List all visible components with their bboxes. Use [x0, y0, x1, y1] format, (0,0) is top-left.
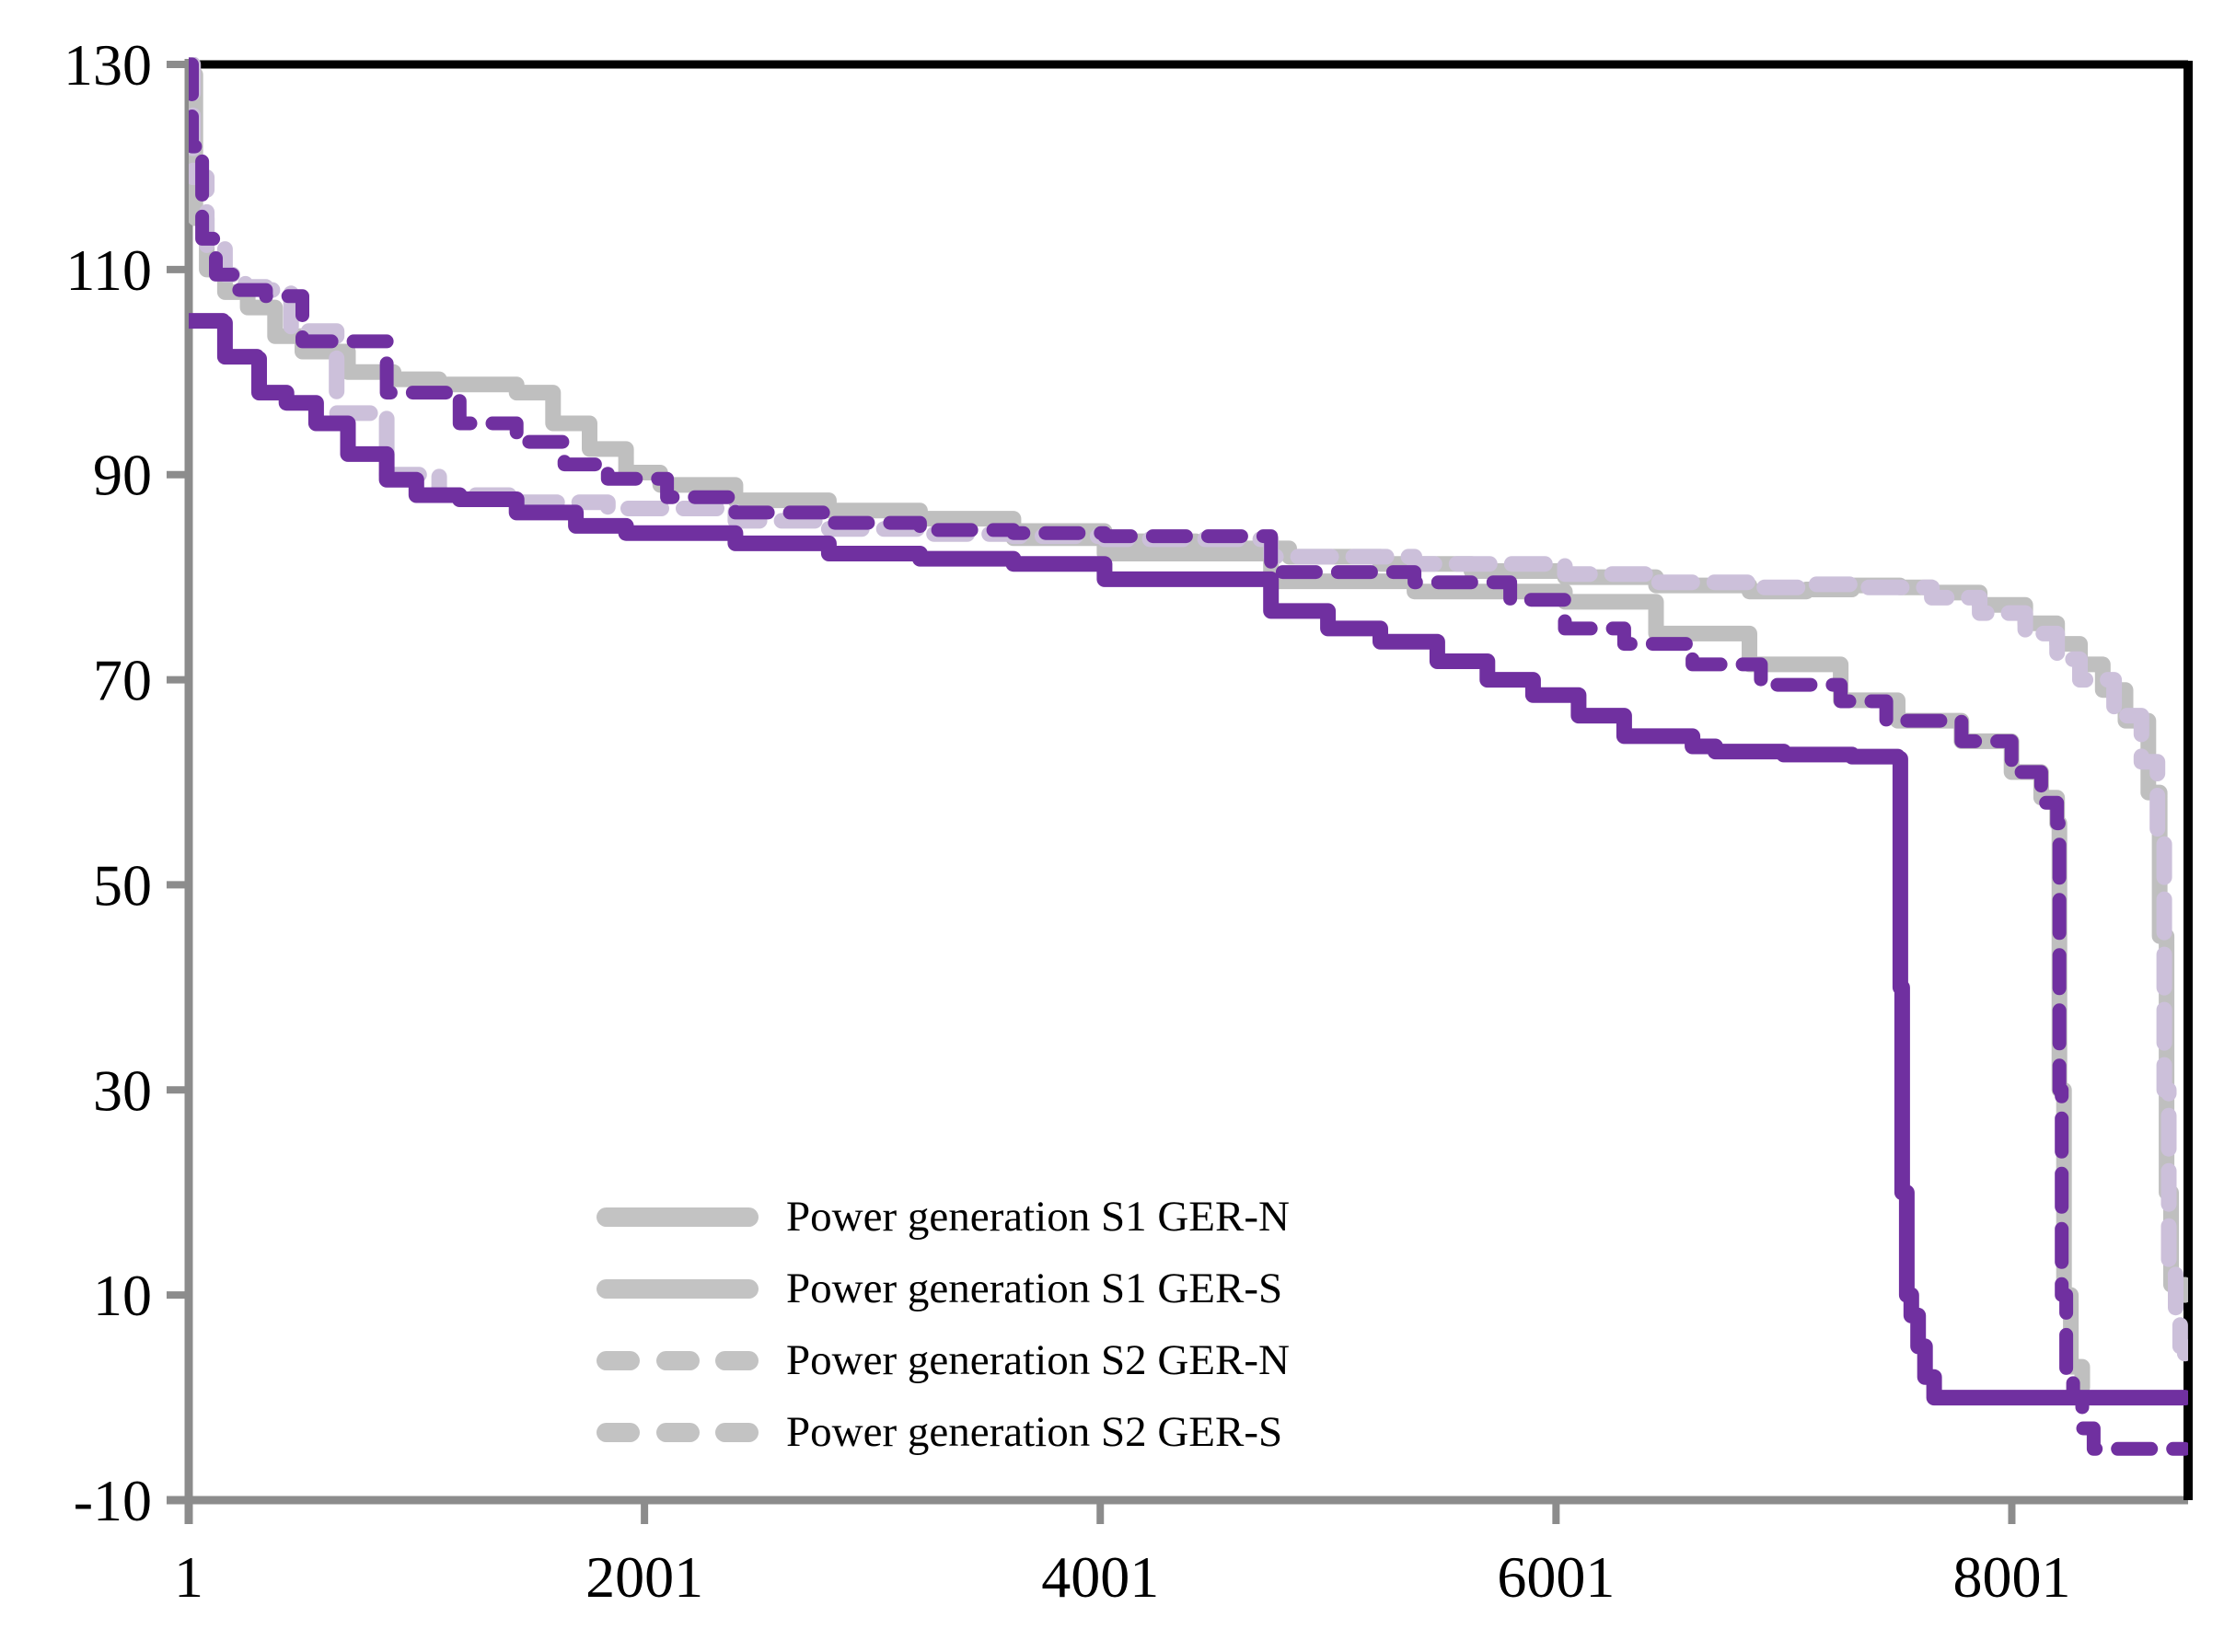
series-line-power-generation-s2-ger-s: [189, 57, 2188, 1456]
y-tick-label: 30: [93, 1057, 152, 1123]
x-tick-label: 2001: [585, 1544, 703, 1610]
legend-item-s2-ger-s: Power generation S2 GER-S: [597, 1396, 1290, 1468]
y-tick-label: 50: [93, 852, 152, 918]
legend-swatch-dashed-icon: [597, 1422, 759, 1442]
legend-label: Power generation S1 GER-S: [786, 1264, 1283, 1312]
series-line-power-generation-s2-ger-n: [189, 57, 2188, 1375]
legend-swatch-solid-icon: [597, 1207, 759, 1227]
y-tick-label: 110: [65, 237, 152, 303]
y-tick-label: 10: [93, 1263, 152, 1328]
x-tick-label: 1: [174, 1544, 203, 1610]
legend-item-s1-ger-n: Power generation S1 GER-N: [597, 1181, 1290, 1253]
series-group: [189, 57, 2188, 1456]
legend: Power generation S1 GER-N Power generati…: [597, 1181, 1290, 1468]
legend-label: Power generation S1 GER-N: [786, 1192, 1290, 1241]
legend-label: Power generation S2 GER-N: [786, 1335, 1290, 1384]
legend-item-s1-ger-s: Power generation S1 GER-S: [597, 1253, 1290, 1324]
legend-item-s2-ger-n: Power generation S2 GER-N: [597, 1324, 1290, 1396]
y-tick-label: 130: [64, 32, 152, 98]
y-tick-label: -10: [74, 1468, 152, 1533]
y-tick-label: 90: [93, 443, 152, 508]
series-line-power-generation-s1-ger-n: [189, 66, 2188, 1303]
x-tick-label: 6001: [1497, 1544, 1615, 1610]
legend-label: Power generation S2 GER-S: [786, 1407, 1283, 1456]
y-tick-label: 70: [93, 648, 152, 713]
legend-swatch-dashed-icon: [597, 1350, 759, 1370]
series-line-power-generation-s1-ger-s: [189, 313, 2188, 1406]
legend-swatch-solid-icon: [597, 1278, 759, 1299]
x-tick-label: 8001: [1952, 1544, 2070, 1610]
x-tick-label: 4001: [1041, 1544, 1159, 1610]
